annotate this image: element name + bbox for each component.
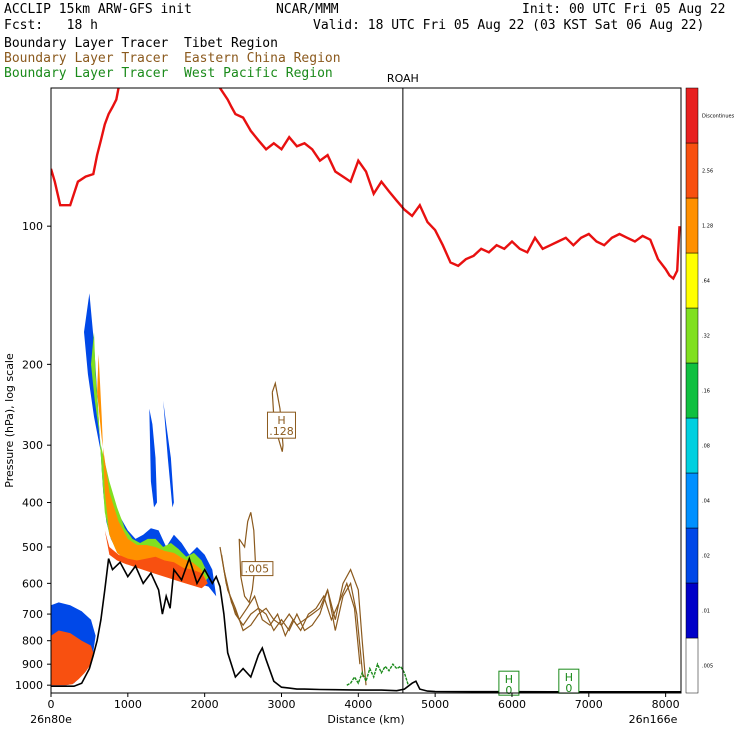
colorbar-swatch-3: [685, 472, 699, 529]
legend-eastern-china: Boundary Layer Tracer Eastern China Regi…: [4, 51, 341, 66]
valid-time: Valid: 18 UTC Fri 05 Aug 22 (03 KST Sat …: [313, 18, 705, 33]
x-tick-label-8: 8000: [652, 698, 680, 711]
x-tick-label-7: 7000: [575, 698, 603, 711]
x-end-label: 26n166e: [629, 713, 678, 726]
legend-west-pacific-region: West Pacific Region: [184, 66, 333, 81]
y-tick-label-8: 900: [22, 658, 43, 671]
colorbar-label-0: .005: [702, 664, 713, 670]
x-tick-label-4: 4000: [344, 698, 372, 711]
roah-marker-label: ROAH: [387, 72, 419, 85]
colorbar-label-10: Discontinues: [702, 114, 735, 120]
tropopause-line: [51, 88, 681, 281]
eastern-china-peak-contour: [238, 512, 257, 604]
tracer-plume-1: [91, 332, 210, 582]
y-tick-label-5: 600: [22, 577, 43, 590]
x-tick-label-5: 5000: [421, 698, 449, 711]
eastern-china-contour-label: .005: [245, 563, 270, 576]
colorbar-swatch-4: [685, 417, 699, 474]
west-pacific-high-letter-0: H: [505, 673, 513, 686]
legend-eastern-china-prefix: Boundary Layer Tracer: [4, 51, 169, 66]
colorbar-label-6: .32: [702, 334, 710, 340]
y-tick-label-0: 100: [22, 220, 43, 233]
x-tick-label-6: 6000: [498, 698, 526, 711]
x-tick-label-0: 0: [48, 698, 55, 711]
colorbar-label-4: .08: [702, 444, 710, 450]
eastern-china-high-value: .128: [269, 425, 294, 438]
model-title: ACCLIP 15km ARW-GFS init: [4, 2, 192, 17]
y-tick-label-1: 200: [22, 358, 43, 371]
init-time: Init: 00 UTC Fri 05 Aug 22: [522, 2, 726, 17]
colorbar-label-3: .04: [702, 499, 710, 505]
x-start-label: 26n80e: [30, 713, 72, 726]
y-tick-label-9: 1000: [15, 679, 43, 692]
tracer-plume-6: [149, 408, 157, 508]
y-tick-label-4: 500: [22, 541, 43, 554]
colorbar-swatch-9: [685, 142, 699, 199]
y-tick-label-6: 700: [22, 608, 43, 621]
y-tick-label-7: 800: [22, 635, 43, 648]
org-label: NCAR/MMM: [276, 2, 339, 17]
legend-tibet-prefix: Boundary Layer Tracer: [4, 36, 169, 51]
west-pacific-high-box-0: [498, 670, 520, 696]
colorbar-label-7: .64: [702, 279, 710, 285]
colorbar-swatch-1: [685, 582, 699, 639]
legend-west-pacific-prefix: Boundary Layer Tracer: [4, 66, 169, 81]
eastern-china-high-box: [266, 411, 296, 439]
colorbar-swatch-7: [685, 252, 699, 309]
x-axis-title: Distance (km): [327, 713, 404, 726]
forecast-hour: Fcst: 18 h: [4, 18, 98, 33]
colorbar-label-8: 1.28: [702, 224, 713, 230]
x-tick-label-3: 3000: [267, 698, 295, 711]
tracer-plume-3: [104, 530, 208, 589]
legend-tibet-region: Tibet Region: [184, 36, 278, 51]
x-tick-label-2: 2000: [191, 698, 219, 711]
x-tick-label-1: 1000: [114, 698, 142, 711]
colorbar-label-9: 2.56: [702, 169, 713, 175]
west-pacific-contour: [346, 662, 409, 686]
colorbar-swatch-2: [685, 527, 699, 584]
colorbar-swatch-5: [685, 362, 699, 419]
eastern-china-contour-1: [221, 554, 364, 678]
colorbar-label-5: .16: [702, 389, 710, 395]
colorbar-swatch-0: [685, 637, 699, 694]
colorbar-swatch-10: [685, 87, 699, 144]
colorbar-label-2: .02: [702, 554, 710, 560]
y-axis-title: Pressure (hPa), log scale: [3, 353, 16, 488]
colorbar-label-1: .01: [702, 609, 710, 615]
tracer-plume-7: [163, 400, 174, 508]
eastern-china-contour-2: [223, 569, 361, 665]
y-tick-label-2: 300: [22, 439, 43, 452]
west-pacific-high-letter-1: H: [565, 671, 573, 684]
legend-eastern-china-region: Eastern China Region: [184, 51, 341, 66]
plot-frame: [50, 87, 682, 694]
west-pacific-high-value-1: 0: [565, 682, 572, 695]
colorbar-swatch-8: [685, 197, 699, 254]
legend-west-pacific: Boundary Layer Tracer West Pacific Regio…: [4, 66, 333, 81]
eastern-china-high-letter: H: [277, 414, 285, 427]
colorbar-swatch-6: [685, 307, 699, 364]
eastern-china-contour-label-box: [241, 561, 274, 577]
west-pacific-high-value-0: 0: [505, 684, 512, 697]
legend-tibet: Boundary Layer Tracer Tibet Region: [4, 36, 278, 51]
y-tick-label-3: 400: [22, 497, 43, 510]
tracer-plume-5: [51, 630, 94, 686]
terrain-line: [51, 556, 681, 693]
